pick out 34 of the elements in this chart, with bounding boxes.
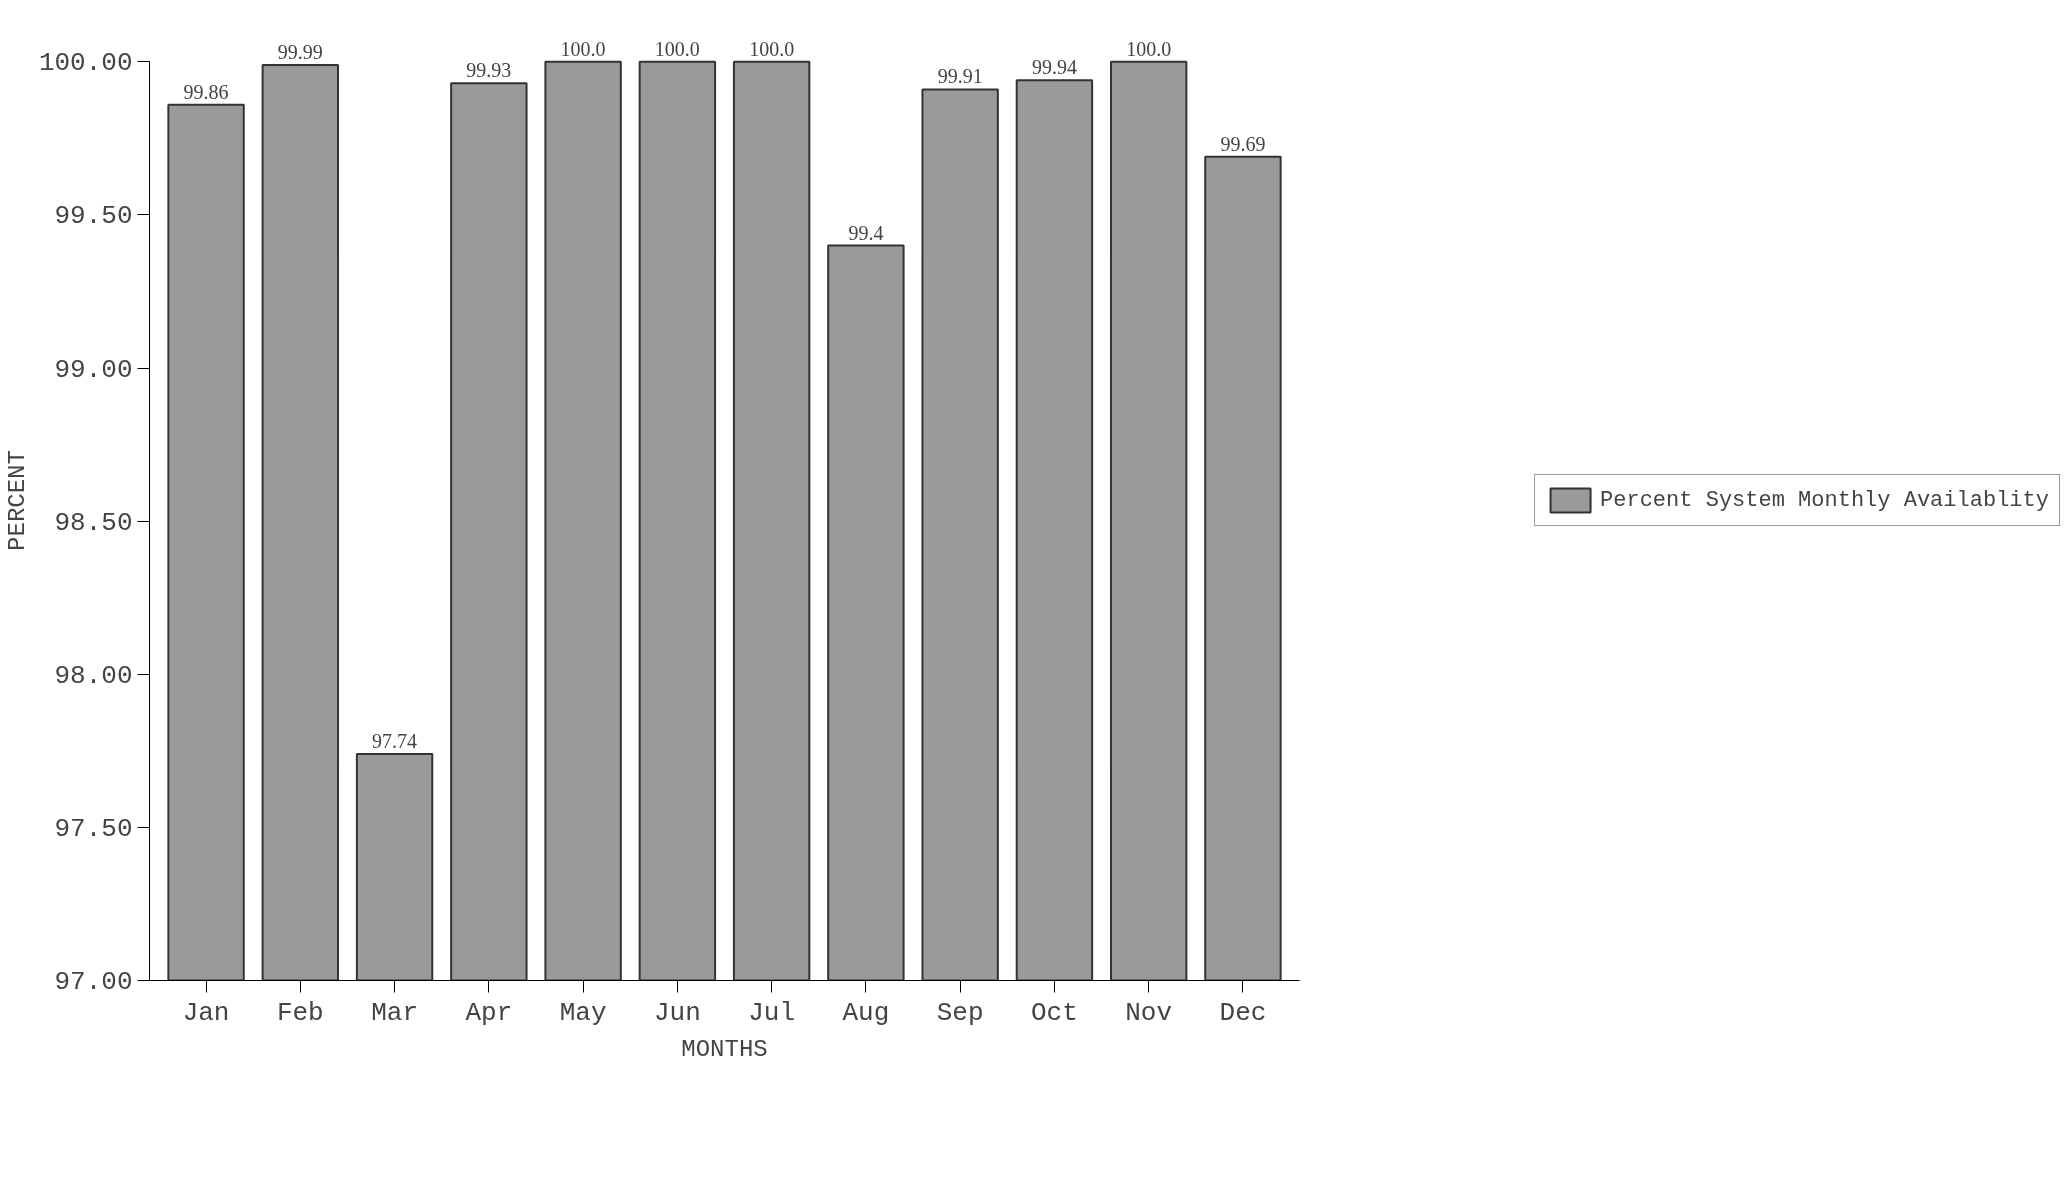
data-label: 99.91 (937, 65, 983, 88)
data-label: 100.0 (749, 37, 795, 60)
x-tick-label: Oct (1031, 997, 1078, 1028)
x-tick-label: Dec (1219, 997, 1267, 1028)
x-tick-label: Jul (748, 997, 796, 1028)
data-label: 99.93 (466, 59, 512, 82)
y-tick-label: 99.50 (54, 201, 133, 232)
legend-label: Percent System Monthly Availablity (1600, 487, 2049, 513)
x-tick-label: Aug (842, 997, 890, 1028)
data-label: 99.69 (1220, 132, 1266, 155)
y-tick-label: 97.50 (54, 813, 133, 844)
x-tick-label: Sep (936, 997, 984, 1028)
data-label: 97.74 (372, 729, 418, 752)
data-label: 99.94 (1031, 56, 1077, 79)
x-axis-title: MONTHS (681, 1035, 768, 1063)
y-tick-label: 98.50 (54, 507, 133, 538)
x-tick-label: Jan (182, 997, 230, 1028)
y-tick-label: 100.00 (38, 48, 133, 79)
y-tick-label: 97.00 (54, 967, 133, 997)
y-tick-label: 98.00 (54, 660, 133, 691)
data-label: 99.4 (848, 221, 884, 244)
x-tick-label: May (559, 997, 607, 1028)
x-tick-label: Jun (653, 997, 701, 1028)
y-tick-label: 99.00 (54, 354, 133, 385)
data-label: 100.0 (654, 37, 700, 60)
x-tick-label: Apr (465, 997, 513, 1028)
data-label: 99.99 (277, 40, 323, 63)
x-tick-label: Feb (276, 997, 324, 1028)
y-axis-title: PERCENT (3, 450, 31, 551)
data-label: 100.0 (560, 37, 606, 60)
x-tick-label: Nov (1125, 997, 1173, 1028)
data-label: 100.0 (1126, 37, 1172, 60)
x-tick-label: Mar (371, 997, 418, 1028)
data-label: 99.86 (183, 80, 229, 103)
